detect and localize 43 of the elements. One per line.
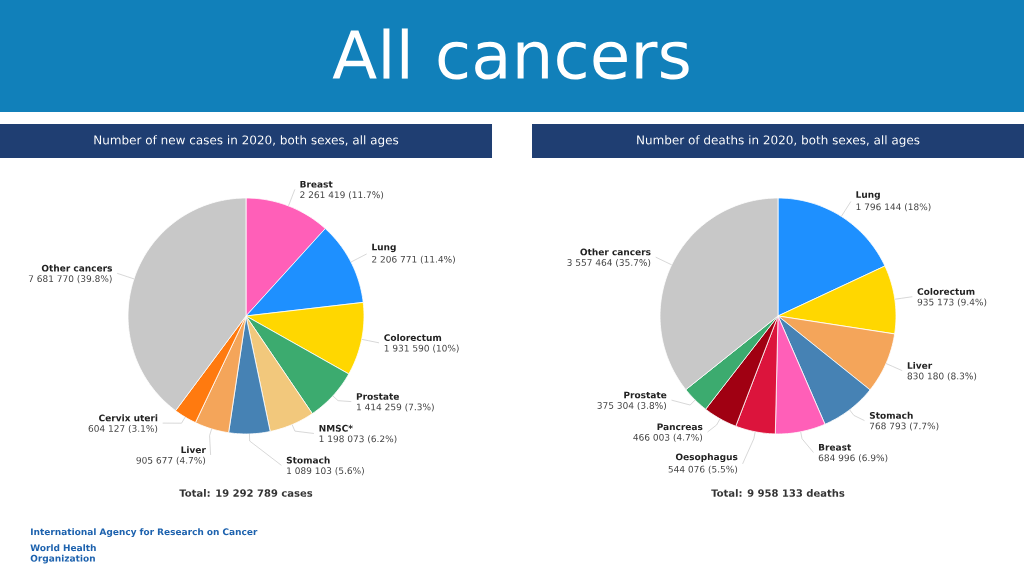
chart-subtitle: Number of new cases in 2020, both sexes, all ages (94, 135, 399, 147)
data-label: 1 796 144 (18%) (856, 203, 931, 212)
slice-label: Colorectum (917, 287, 975, 295)
data-label: 905 677 (4.7%) (136, 456, 206, 465)
slice-label: Breast (300, 180, 333, 188)
data-label: 7 681 770 (39.8%) (28, 275, 112, 284)
data-label: 1 414 259 (7.3%) (357, 403, 434, 412)
data-label: 830 180 (8.3%) (907, 372, 977, 381)
text: International Agency for Research on Cancer (31, 528, 258, 537)
slice-label: NMSC* (319, 424, 353, 432)
data-label: 684 996 (6.9%) (818, 454, 888, 463)
slice-label: Liver (181, 446, 206, 454)
slice-label: Liver (907, 361, 933, 369)
data-label: 466 003 (4.7%) (633, 433, 703, 442)
data-label: 935 173 (9.4%) (917, 298, 987, 307)
data-label: 768 793 (7.7%) (869, 422, 939, 431)
slice-label: Lung (856, 191, 880, 200)
slice-label: Prostate (356, 393, 399, 400)
slice-label: Pancreas (657, 423, 703, 431)
data-label: 1 931 590 (10%) (384, 344, 459, 353)
data-label: 375 304 (3.8%) (597, 401, 667, 410)
chart-title: All cancers (332, 28, 689, 80)
slice-label: Stomach (286, 456, 330, 464)
slice-label: Cervix uteri (99, 414, 158, 422)
slice-label: Other cancers (41, 264, 113, 272)
text: World Health Organization (30, 544, 96, 564)
data-label: 604 127 (3.1%) (88, 424, 158, 433)
data-label: 3 557 464 (35.7%) (567, 258, 651, 267)
data-label: 544 076 (5.5%) (668, 465, 738, 474)
text: Total: 9 958 133 deaths (711, 489, 845, 497)
chart-subtitle: Number of deaths in 2020, both sexes, all ages (637, 135, 920, 147)
data-label: 2 206 771 (11.4%) (372, 255, 455, 264)
data-label: 1 198 073 (6.2%) (319, 435, 397, 444)
slice-label: Other cancers (580, 248, 651, 256)
data-label: 1 089 103 (5.6%) (287, 467, 364, 476)
data-label: 2 261 419 (11.7%) (300, 191, 384, 200)
slice-label: Lung (372, 243, 396, 253)
text: Total: 19 292 789 cases (179, 489, 313, 497)
slice-label: Prostate (624, 391, 667, 399)
slice-label: Oesophagus (675, 453, 738, 463)
slice-label: Colorectum (384, 334, 442, 342)
slice-label: Stomach (869, 411, 913, 419)
slice-label: Breast (818, 443, 852, 451)
